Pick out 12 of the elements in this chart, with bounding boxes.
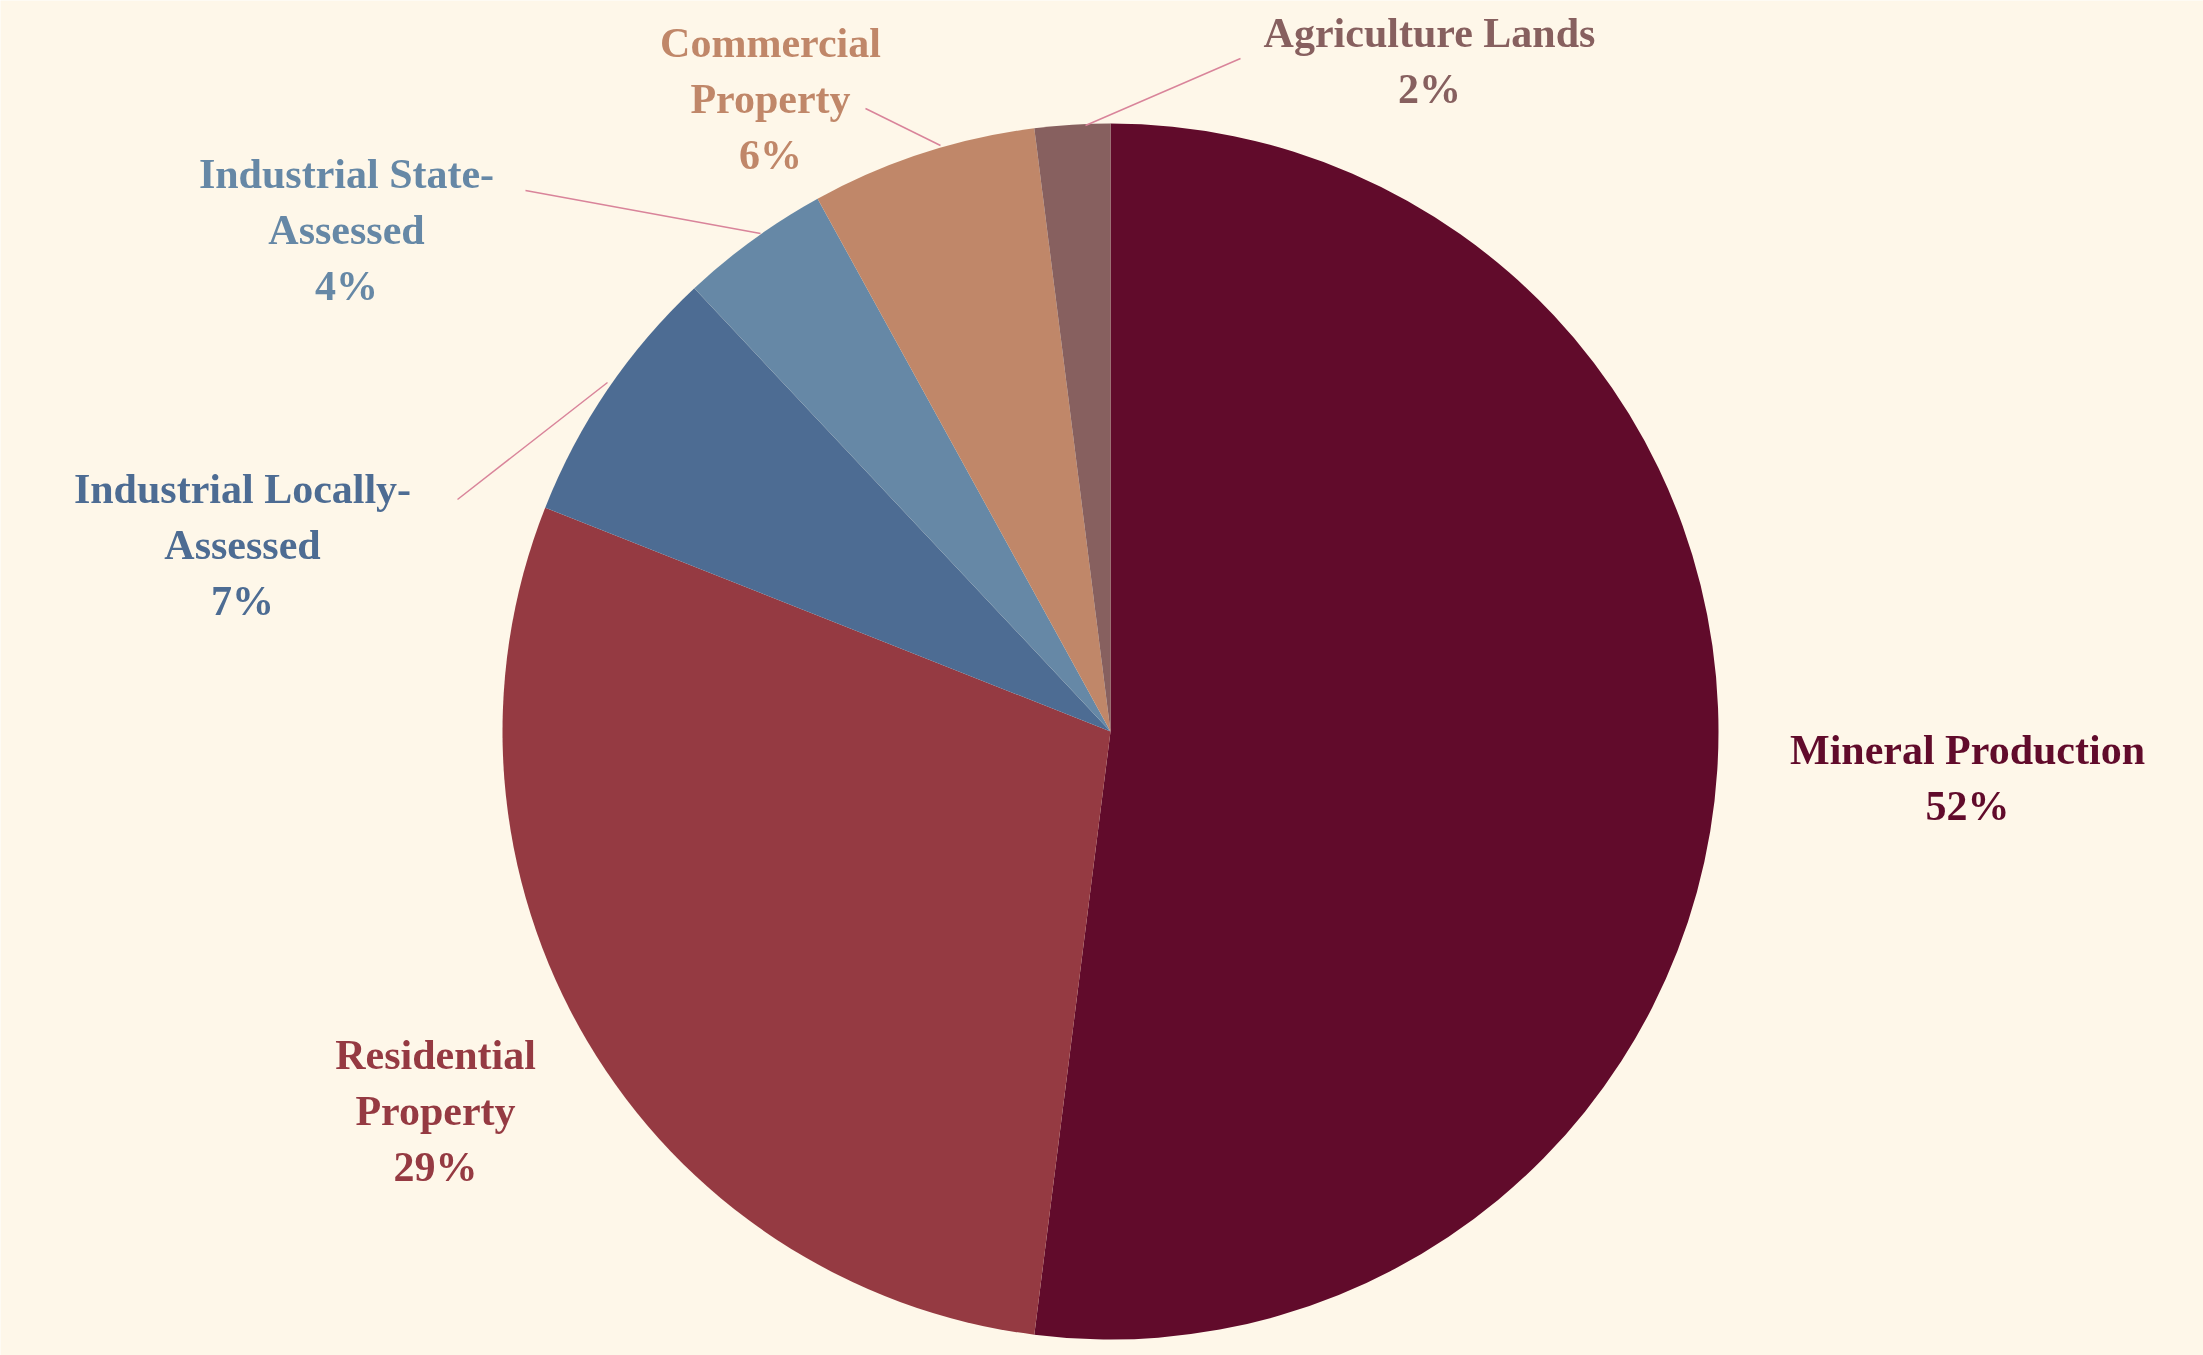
data-label: 52% bbox=[1925, 782, 2010, 829]
data-label: 2% bbox=[1398, 65, 1461, 112]
data-label: 4% bbox=[315, 262, 378, 309]
data-label: 6% bbox=[739, 131, 802, 178]
slice-label: Industrial State-Assessed bbox=[198, 150, 495, 253]
slice-label: Industrial Locally-Assessed bbox=[73, 465, 412, 568]
slice-label: Mineral Production bbox=[1789, 726, 2146, 773]
data-label: 29% bbox=[393, 1143, 478, 1190]
slice-label: Agriculture Lands bbox=[1263, 9, 1596, 56]
data-label: 7% bbox=[211, 577, 274, 624]
slice-label: Residential Property bbox=[335, 1031, 536, 1134]
slice-label: Commercial Property bbox=[660, 19, 881, 122]
